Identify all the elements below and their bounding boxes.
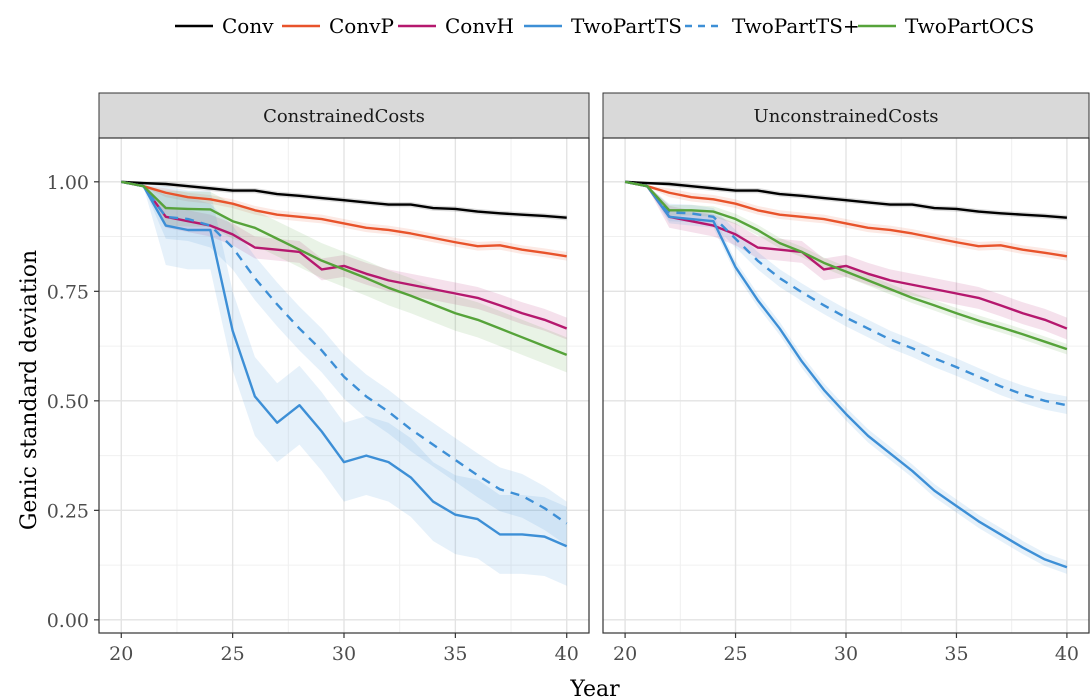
band-twopartts-plus xyxy=(121,180,567,546)
x-tick-label: 30 xyxy=(332,643,356,665)
series-line-conv xyxy=(121,180,567,219)
confidence-bands xyxy=(121,180,567,586)
x-axis: 20 25 30 35 40 xyxy=(109,633,579,665)
legend-label: ConvP xyxy=(329,14,394,38)
x-axis: 20 25 30 35 40 xyxy=(613,633,1079,665)
grid xyxy=(99,138,589,633)
band-convp xyxy=(625,180,1067,261)
band-convp xyxy=(121,180,567,261)
facet-title: ConstrainedCosts xyxy=(263,106,425,127)
series-line-twopartts-plus xyxy=(624,180,1068,407)
band-twopartocs xyxy=(625,180,1067,355)
legend-item-twopartts: TwoPartTS xyxy=(524,14,682,38)
y-tick-label: 0.50 xyxy=(47,391,89,413)
band-convh xyxy=(121,180,567,340)
legend-label: TwoPartTS xyxy=(571,14,682,38)
legend-label: Conv xyxy=(222,14,274,38)
series-line-convh xyxy=(121,180,568,330)
legend-item-convp: ConvP xyxy=(282,14,394,38)
series-line-convh xyxy=(624,180,1068,330)
y-axis-label: Genic standard deviation xyxy=(17,250,42,530)
y-axis: 0.00 0.25 0.50 0.75 1.00 xyxy=(47,172,99,632)
x-tick-label: 35 xyxy=(944,643,968,665)
facet-strip xyxy=(602,92,1090,139)
x-tick-label: 20 xyxy=(613,643,637,665)
y-tick-label: 1.00 xyxy=(47,172,89,194)
x-tick-label: 40 xyxy=(555,643,579,665)
legend-item-convh: ConvH xyxy=(398,14,514,38)
y-tick-label: 0.75 xyxy=(47,281,89,303)
facet-title: UnconstrainedCosts xyxy=(754,106,939,127)
series-line-twopartocs xyxy=(121,180,568,356)
x-tick-label: 20 xyxy=(109,643,133,665)
x-tick-label: 30 xyxy=(834,643,858,665)
series-lines xyxy=(121,180,568,548)
x-tick-label: 40 xyxy=(1055,643,1079,665)
x-tick-label: 25 xyxy=(221,643,245,665)
band-twopartts xyxy=(625,180,1067,574)
series-line-conv xyxy=(625,180,1068,219)
legend-label: TwoPartOCS xyxy=(905,14,1034,38)
legend-item-twopartocs: TwoPartOCS xyxy=(858,14,1034,38)
band-twopartocs xyxy=(121,180,567,373)
series-line-convp xyxy=(624,180,1068,258)
series-line-twopartocs xyxy=(624,180,1068,351)
y-tick-label: 0.25 xyxy=(47,500,89,522)
legend-label: TwoPartTS+ xyxy=(732,14,860,38)
series-line-twopartts xyxy=(121,180,568,548)
legend: Conv ConvP ConvH TwoPartTS TwoPartTS+ TwoPart… xyxy=(175,14,1034,38)
legend-item-conv: Conv xyxy=(175,14,274,38)
x-axis-label: Year xyxy=(569,677,620,699)
panel-constrainedcosts: ConstrainedCosts 20 25 30 35 40 xyxy=(98,92,590,665)
x-tick-label: 25 xyxy=(723,643,747,665)
y-tick-label: 0.00 xyxy=(47,610,89,632)
series-line-convp xyxy=(121,180,567,258)
legend-item-twopartts-plus: TwoPartTS+ xyxy=(685,14,860,38)
x-tick-label: 35 xyxy=(443,643,467,665)
series-lines xyxy=(624,180,1068,569)
series-line-twopartts-plus xyxy=(121,180,568,525)
panel-unconstrainedcosts: UnconstrainedCosts 20 25 30 35 40 xyxy=(602,92,1090,665)
series-line-twopartts xyxy=(624,180,1068,569)
band-convh xyxy=(625,180,1067,340)
band-twopartts xyxy=(121,180,567,586)
grid xyxy=(603,138,1089,633)
legend-label: ConvH xyxy=(445,14,514,38)
